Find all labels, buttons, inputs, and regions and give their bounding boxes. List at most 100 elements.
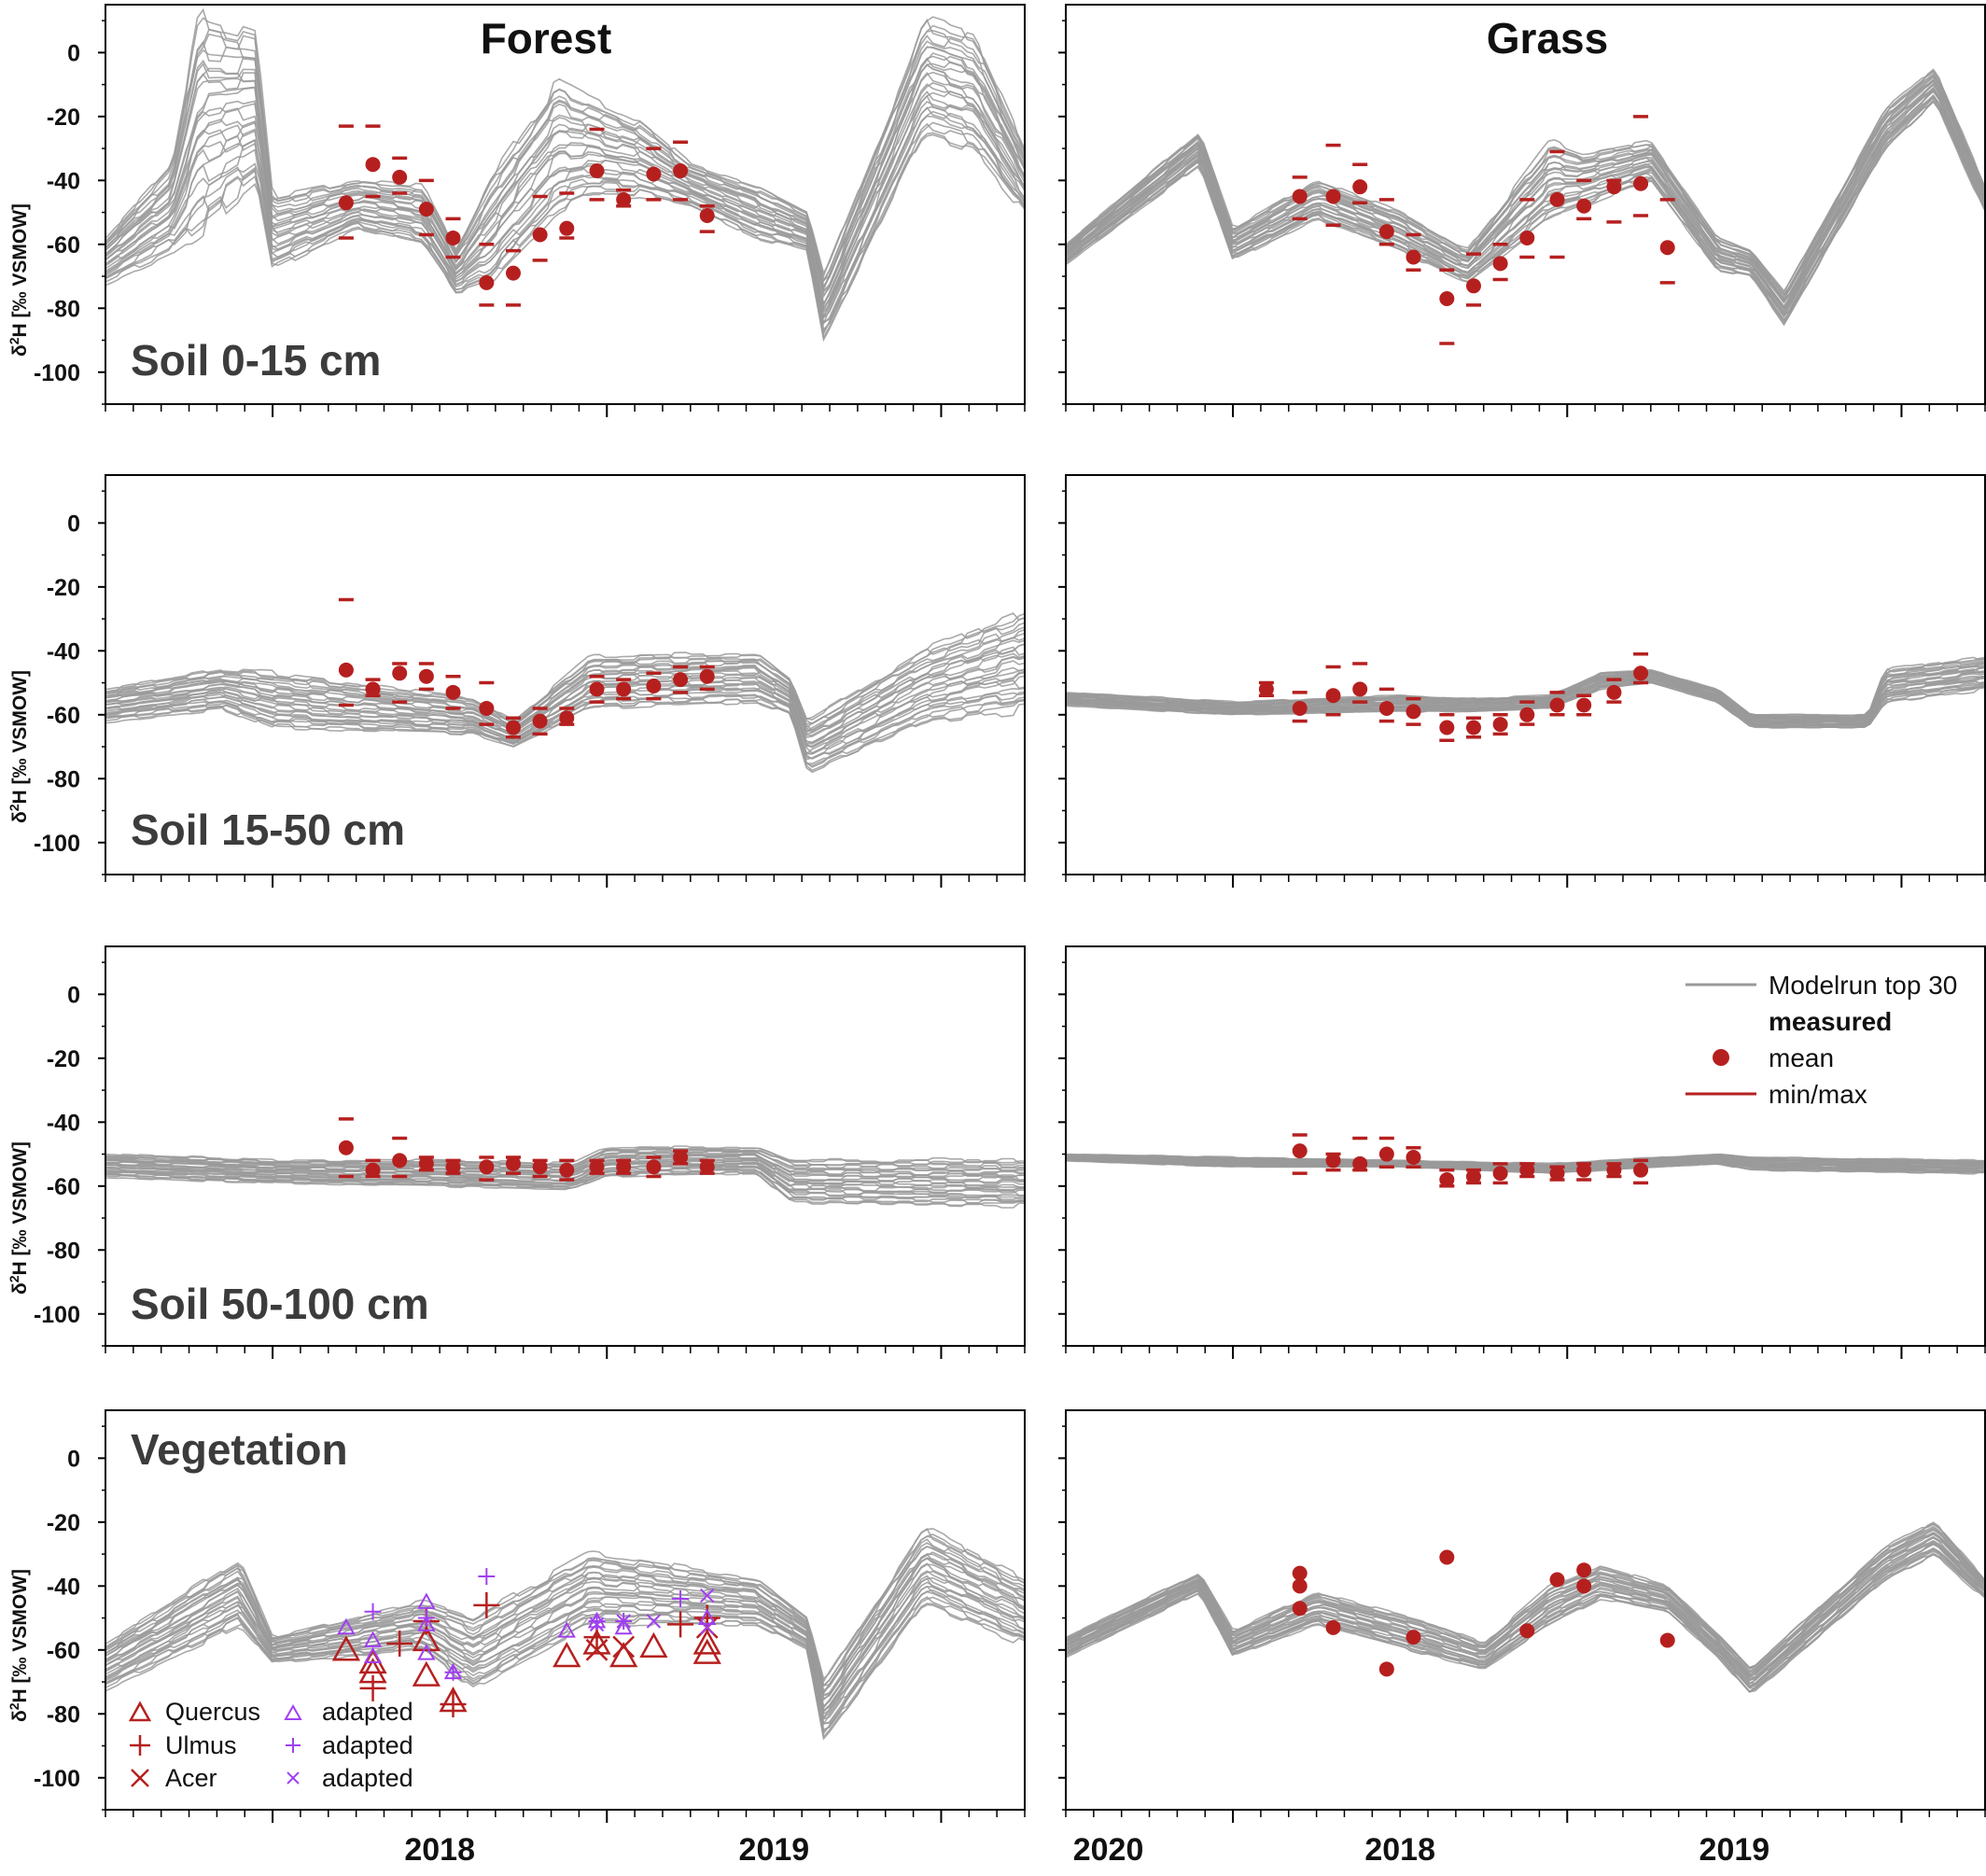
acer-marker-b: [612, 1635, 636, 1659]
measured-mean-point: [1378, 1146, 1394, 1162]
model-run-line: [1066, 99, 1985, 324]
measured-mean-point: [1439, 291, 1455, 307]
measured-mean-point: [1576, 1162, 1592, 1178]
legend-quercus-marker: [128, 1701, 152, 1722]
measured-mean-point: [1292, 700, 1308, 716]
measured-mean-point: [418, 202, 434, 217]
measured-mean-point: [699, 207, 715, 223]
measured-mean-point: [699, 1159, 715, 1175]
quercus-marker: [412, 1660, 441, 1687]
legend-quercus-label: Quercus: [165, 1698, 260, 1726]
model-run-line: [1066, 1523, 1985, 1669]
measured-mean-point: [445, 684, 461, 700]
measured-mean-point: [338, 1140, 354, 1155]
measured-mean-point: [1606, 179, 1622, 195]
panel-label-vegetation: Vegetation: [131, 1425, 348, 1474]
y-axis-label-row2: δ2H [‰ VSMOW]: [7, 670, 31, 823]
measured-mean-point: [1633, 175, 1649, 191]
measured-mean-point: [532, 1159, 548, 1175]
measured-mean-point: [1659, 1632, 1675, 1648]
measured-mean-point: [673, 1149, 689, 1165]
y-tick-label: -80: [47, 766, 80, 792]
measured-mean-point: [559, 1162, 575, 1178]
y-tick-label: -80: [47, 1701, 80, 1728]
plot-area: [1066, 68, 1985, 345]
quercus-adapted-marker: [363, 1631, 383, 1647]
measured-mean-point: [673, 163, 689, 179]
panel-frame: [1065, 945, 1986, 1347]
measured-mean-point: [1492, 1166, 1508, 1182]
ulmus-adapted-marker: [444, 1663, 462, 1681]
model-run-line: [1066, 75, 1985, 301]
legend-ulmus-label: Ulmus: [165, 1731, 237, 1759]
x-year-label: 2018: [1364, 1832, 1435, 1868]
measured-mean-point: [1352, 1155, 1368, 1171]
legend-ulmus-marker: [130, 1735, 150, 1756]
measured-mean-point: [1519, 230, 1535, 245]
measured-mean-point: [1606, 1162, 1622, 1178]
measured-mean-point: [1465, 720, 1481, 735]
ulmus-adapted-marker: [672, 1590, 690, 1608]
measured-mean-point: [1576, 1578, 1592, 1594]
measured-mean-point: [338, 662, 354, 678]
legend-mean-swatch: [1713, 1049, 1729, 1066]
legend-acer-adapted-label: adapted: [322, 1764, 413, 1792]
acer-marker: [612, 1635, 636, 1659]
y-tick-label: 0: [67, 511, 80, 537]
y-tick-label: -60: [47, 1174, 80, 1200]
acer-adapted-marker: [589, 1617, 605, 1632]
panels: 0 -20 -40 -60 -80 -100 0 -20 -40 -60 -80 -100 0 -20…: [34, 4, 1986, 1868]
measured-mean-point: [1352, 681, 1368, 697]
quercus-marker: [331, 1635, 361, 1661]
quercus-marker: [412, 1625, 441, 1652]
quercus-adapted-marker: [363, 1646, 383, 1664]
y-tick-label: -80: [47, 296, 80, 322]
model-run-line: [105, 1546, 1025, 1692]
y-tick-label: -60: [47, 232, 80, 259]
acer-adapted-marker-b: [589, 1617, 605, 1632]
model-run-line: [105, 1576, 1025, 1720]
acer-adapted-marker: [616, 1614, 631, 1629]
measured-mean-point: [392, 1153, 408, 1169]
legend-acer-marker: [131, 1769, 149, 1787]
quercus-marker: [692, 1638, 721, 1664]
measured-mean-point: [479, 700, 495, 716]
measured-mean-point: [1549, 1572, 1565, 1588]
y-tick-label: -20: [47, 1046, 80, 1072]
measured-mean-point: [479, 274, 495, 290]
measured-mean-point: [392, 665, 408, 681]
panel-frame: [105, 4, 1026, 405]
legend-measured-label: measured: [1769, 1007, 1892, 1036]
measured-mean-point: [1406, 704, 1421, 720]
measured-mean-point: [1378, 224, 1394, 240]
measured-mean-point: [559, 710, 575, 726]
measured-mean-point: [365, 157, 381, 173]
ulmus-marker: [473, 1591, 500, 1618]
model-run-line: [105, 1589, 1025, 1726]
plot-area: [105, 7, 1025, 343]
acer-adapted-marker: [700, 1588, 715, 1603]
y-tick-label: -40: [47, 638, 80, 665]
panel-grass-vegetation: 2018 2019 2020: [1058, 1409, 1986, 1868]
legend-minmax-label: min/max: [1769, 1080, 1867, 1109]
acer-marker-b: [585, 1638, 608, 1661]
quercus-adapted-marker: [417, 1592, 436, 1609]
x-year-label: 2019: [1699, 1832, 1770, 1868]
measured-mean-point: [1576, 697, 1592, 713]
panel-forest-soil-0-15: 0 -20 -40 -60 -80 -100: [34, 4, 1026, 417]
measured-mean-point: [673, 672, 689, 688]
ulmus-adapted-marker: [588, 1612, 606, 1630]
y-tick-label: -20: [47, 105, 80, 131]
legend-quercus-adapted-label: adapted: [322, 1698, 413, 1726]
plot-area: [1066, 1133, 1985, 1188]
quercus-adapted-marker: [417, 1615, 436, 1631]
measured-mean-point: [1406, 249, 1421, 265]
y-tick-label: -20: [47, 575, 80, 601]
model-run-line: [105, 612, 1025, 721]
measured-mean-point: [699, 668, 715, 684]
measured-mean-point: [1576, 1562, 1592, 1578]
measured-mean-point: [616, 191, 632, 207]
legend-quercus-adapted-marker: [284, 1703, 302, 1720]
y-tick-label: 0: [67, 982, 80, 1008]
